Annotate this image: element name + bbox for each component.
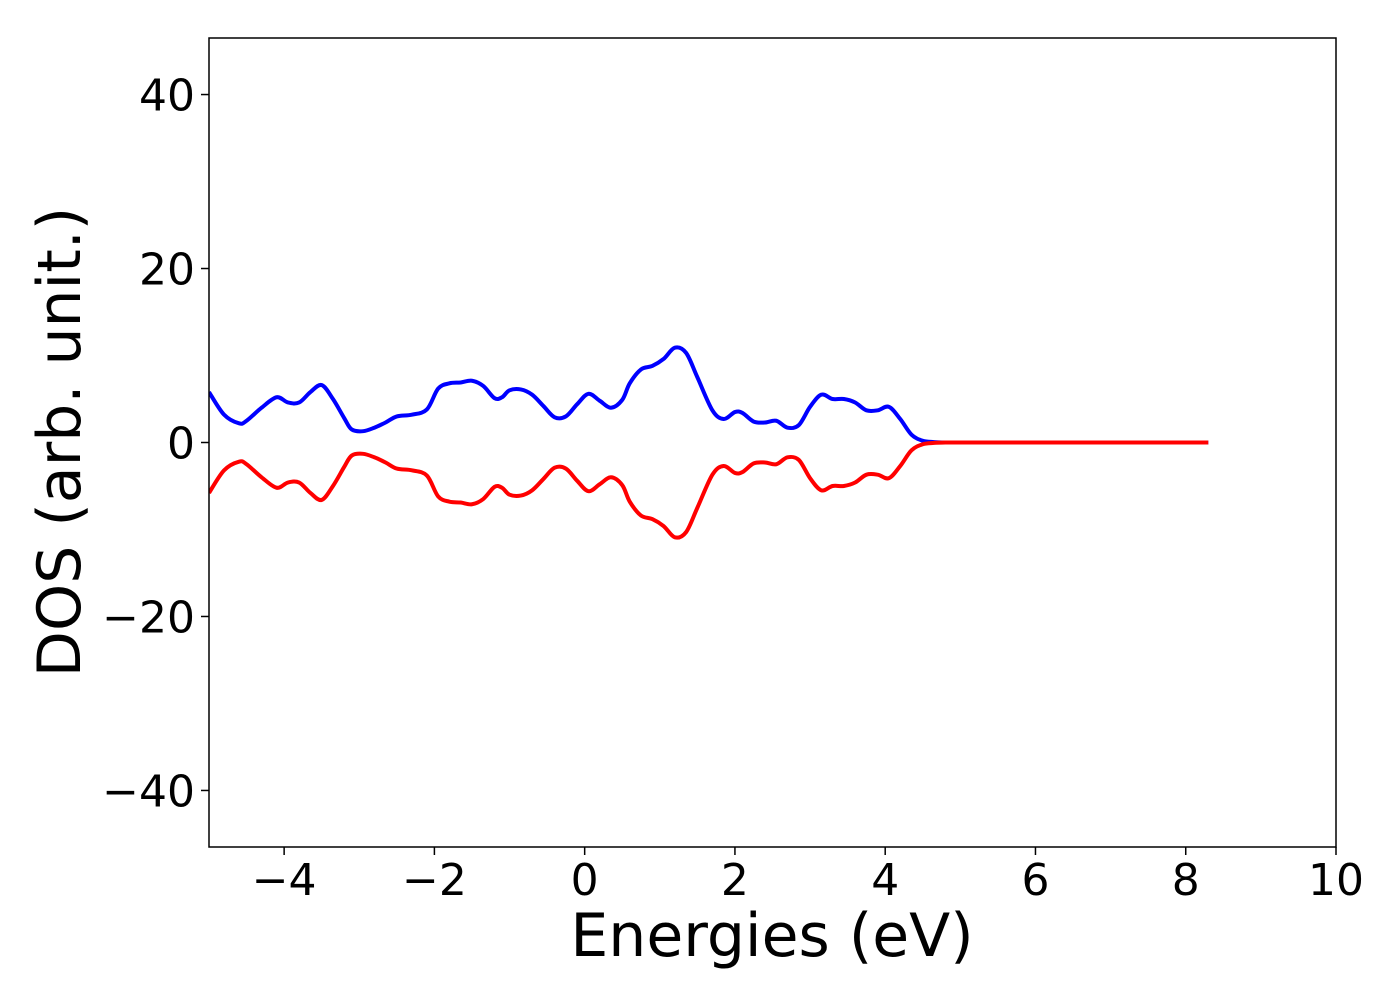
y-tick-label: 0 <box>167 419 195 470</box>
x-tick-label: −2 <box>402 855 467 906</box>
x-tick-label: −4 <box>252 855 317 906</box>
y-axis-label: DOS (arb. unit.) <box>25 207 95 677</box>
series-layer <box>209 345 1209 540</box>
y-axis-ticks: 40 20 0 −20 −40 <box>102 71 209 817</box>
x-tick-label: 10 <box>1308 855 1364 906</box>
x-tick-label: 2 <box>721 855 749 906</box>
series-line-spin-down <box>209 440 1209 540</box>
y-tick-label: −40 <box>102 766 195 817</box>
x-tick-label: 6 <box>1021 855 1049 906</box>
x-tick-label: 4 <box>871 855 899 906</box>
x-tick-label: 8 <box>1172 855 1200 906</box>
y-tick-label: 40 <box>139 71 195 122</box>
y-tick-label: 20 <box>139 245 195 296</box>
x-axis-ticks: −4 −2 0 2 4 6 8 10 <box>252 847 1364 906</box>
y-tick-label: −20 <box>102 592 195 643</box>
x-tick-label: 0 <box>571 855 599 906</box>
x-axis-label: Energies (eV) <box>570 901 973 971</box>
